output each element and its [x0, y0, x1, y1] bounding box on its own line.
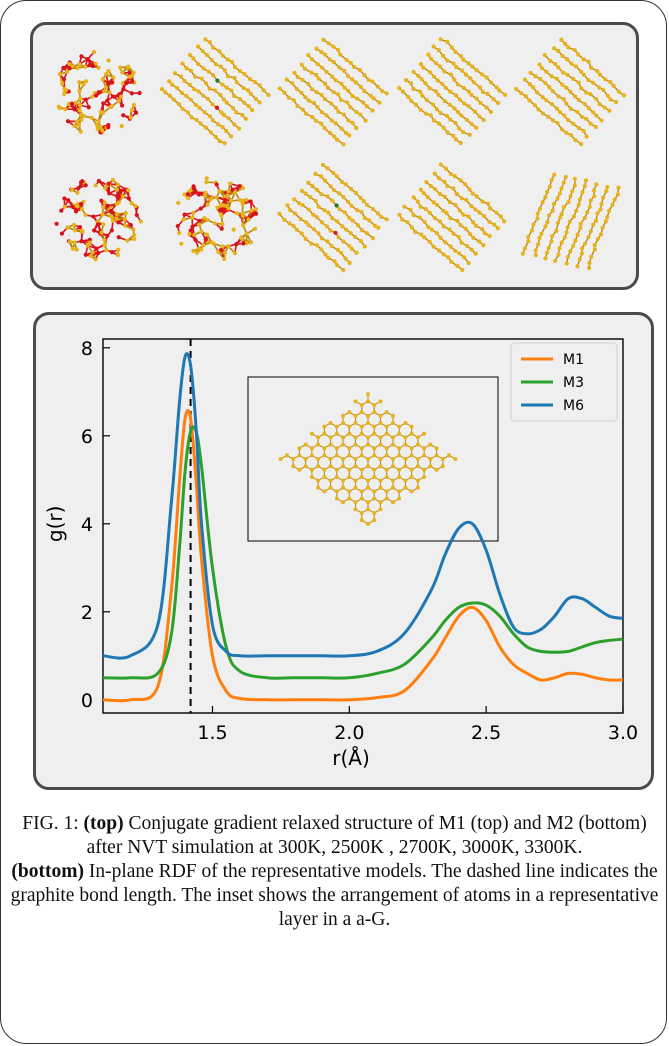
y-tick-label: 2	[81, 602, 93, 624]
x-axis-label: r(Å)	[332, 746, 370, 770]
structure-m2-5	[520, 172, 621, 271]
structures-image	[54, 37, 627, 273]
structure-m1-3	[277, 37, 389, 147]
legend-label-m3: M3	[563, 375, 584, 391]
x-tick-label: 2.0	[334, 722, 364, 744]
y-tick-label: 0	[81, 690, 93, 712]
inset-box	[247, 376, 499, 542]
caption-top-tag: (top)	[83, 813, 124, 834]
caption-bottom-tag: (bottom)	[11, 861, 84, 882]
legend-label-m6: M6	[563, 398, 584, 414]
caption-top-text: Conjugate gradient relaxed structure of …	[86, 813, 647, 858]
x-tick-label: 3.0	[608, 722, 638, 744]
caption-bottom-text: In-plane RDF of the representative model…	[10, 861, 659, 930]
structures-panel	[30, 22, 639, 290]
legend-box	[510, 342, 618, 422]
figure-caption: FIG. 1: (top) Conjugate gradient relaxed…	[10, 812, 659, 932]
structure-m2-3	[277, 162, 389, 273]
rdf-chart: 1.5 2.0 2.5 3.0 0 2 4 6 8 r(Å) g(r) M1 M3 M6	[43, 338, 638, 770]
structure-m1-2	[159, 37, 271, 146]
series-line-m3	[102, 425, 624, 680]
structure-m2-4	[397, 162, 507, 272]
y-tick-label: 8	[81, 338, 93, 360]
structure-m2-2	[175, 176, 259, 262]
x-tick-label: 2.5	[471, 722, 501, 744]
y-axis-label: g(r)	[43, 506, 67, 543]
rdf-panel: 1.5 2.0 2.5 3.0 0 2 4 6 8 r(Å) g(r) M1 M3 M6	[33, 312, 654, 790]
structure-m1-4	[397, 37, 508, 146]
y-tick-label: 4	[81, 514, 93, 536]
series-line-m6	[102, 352, 624, 660]
legend-label-m1: M1	[563, 352, 584, 368]
structure-m1-1	[56, 49, 142, 135]
inset-lattice	[278, 392, 458, 526]
x-tick-label: 1.5	[197, 722, 227, 744]
series-line-m1	[102, 408, 624, 703]
structure-m2-1	[54, 177, 143, 262]
y-tick-label: 6	[81, 426, 93, 448]
structure-m1-5	[514, 37, 627, 147]
fig-label: FIG. 1:	[22, 813, 79, 834]
